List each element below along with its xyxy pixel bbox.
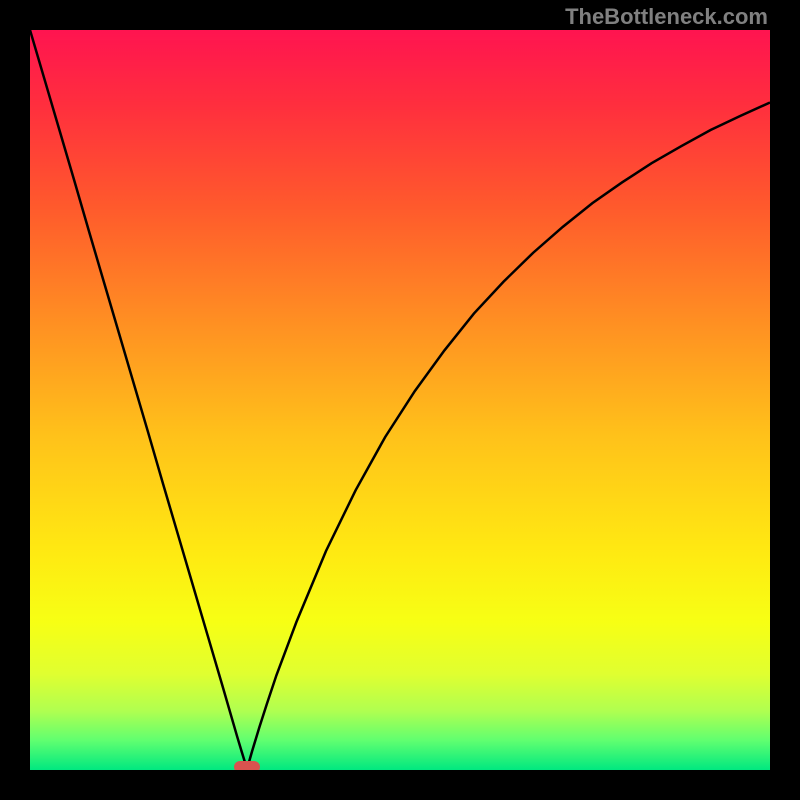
border-left bbox=[0, 0, 30, 800]
chart-container: { "watermark": { "text": "TheBottleneck.… bbox=[0, 0, 800, 800]
optimal-marker bbox=[234, 761, 260, 770]
plot-area bbox=[30, 30, 770, 770]
bottleneck-curve bbox=[30, 30, 770, 770]
border-right bbox=[770, 0, 800, 800]
curve-svg bbox=[30, 30, 770, 770]
border-bottom bbox=[0, 770, 800, 800]
watermark-text: TheBottleneck.com bbox=[565, 4, 768, 30]
